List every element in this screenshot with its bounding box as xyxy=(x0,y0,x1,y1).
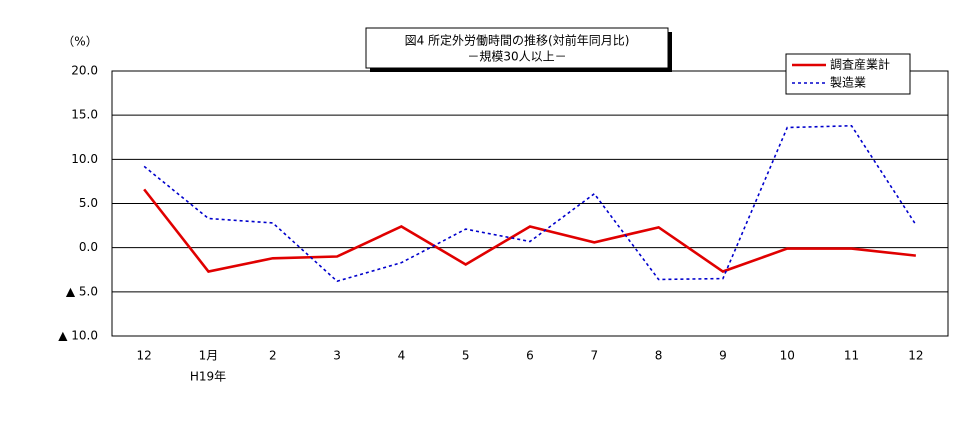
y-tick-label: 0.0 xyxy=(79,240,98,254)
series-line xyxy=(143,188,916,273)
chart-subtitle: －規模30人以上－ xyxy=(467,49,566,64)
series-line xyxy=(143,124,917,283)
legend-box xyxy=(785,53,911,95)
y-tick-label: ▲ 10.0 xyxy=(58,329,98,343)
y-tick-label: 15.0 xyxy=(71,108,98,122)
y-tick-label: 5.0 xyxy=(79,196,98,210)
y-unit: （%） xyxy=(62,35,97,49)
x-tick-label: 7 xyxy=(590,349,598,363)
x-tick-label: 12 xyxy=(908,349,923,363)
x-tick-label: 10 xyxy=(780,349,795,363)
x-tick-label: 5 xyxy=(462,349,470,363)
x-tick-label: 9 xyxy=(719,349,727,363)
x-tick-label: 1月 xyxy=(199,349,219,363)
legend-label: 調査産業計 xyxy=(830,57,890,72)
title-box xyxy=(365,27,669,69)
x-tick-label: 3 xyxy=(333,349,341,363)
chart-title: 図4 所定外労働時間の推移(対前年同月比) xyxy=(405,33,630,48)
x-tick-label: 4 xyxy=(398,349,406,363)
x-tick-label: 11 xyxy=(844,349,859,363)
legend-label: 製造業 xyxy=(830,76,866,90)
x-tick-label: 8 xyxy=(655,349,663,363)
x-tick-label: 2 xyxy=(269,349,277,363)
y-tick-label: ▲ 5.0 xyxy=(66,284,98,298)
x-tick-label: 12 xyxy=(137,349,152,363)
x-annotation: H19年 xyxy=(190,370,226,384)
y-tick-label: 20.0 xyxy=(71,64,98,78)
x-tick-label: 6 xyxy=(526,349,534,363)
y-tick-label: 10.0 xyxy=(71,152,98,166)
plot-border xyxy=(111,70,949,337)
